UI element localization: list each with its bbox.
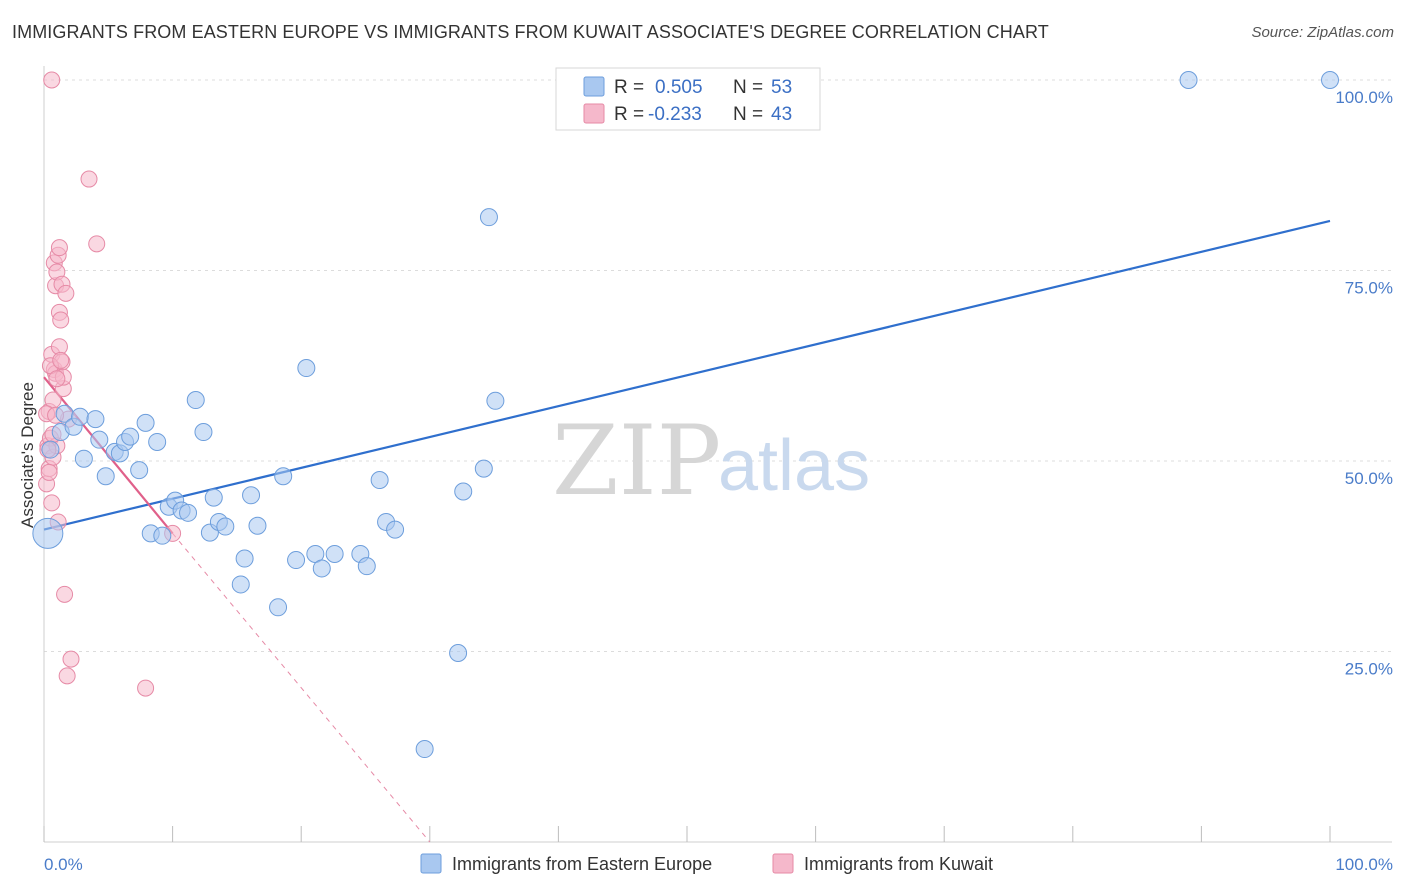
point-kuwait-31: [80, 170, 98, 188]
point-eastern-europe-35: [287, 551, 306, 570]
trend-lines: [43, 219, 1331, 843]
watermark-zip: ZIP: [552, 405, 721, 517]
legend-n-value-pink: 43: [771, 104, 792, 125]
point-kuwait-19: [50, 239, 68, 257]
bottom-legend: Immigrants from Eastern Europe Immigrant…: [420, 853, 993, 874]
chart-title: IMMIGRANTS FROM EASTERN EUROPE VS IMMIGR…: [12, 22, 1049, 42]
point-eastern-europe-47: [454, 482, 473, 501]
bottom-legend-label-pink: Immigrants from Kuwait: [804, 854, 993, 874]
point-eastern-europe-15: [136, 413, 155, 432]
legend-r-label-blue: R =: [614, 77, 644, 98]
legend-swatch-blue: [583, 76, 605, 97]
point-kuwait-20: [52, 311, 70, 329]
legend-n-label-blue: N =: [733, 77, 763, 98]
legend-r-label-pink: R =: [614, 104, 644, 125]
y-axis-label: Associate's Degree: [18, 382, 37, 528]
legend-n-value-blue: 53: [771, 77, 792, 98]
point-eastern-europe-9: [96, 467, 115, 486]
point-kuwait-33: [137, 679, 155, 697]
point-eastern-europe-44: [386, 520, 405, 539]
point-kuwait-29: [62, 650, 80, 668]
point-eastern-europe-6: [74, 449, 93, 468]
bottom-legend-label-blue: Immigrants from Eastern Europe: [452, 854, 712, 874]
point-eastern-europe-13: [121, 427, 140, 446]
point-kuwait-41: [52, 351, 70, 369]
point-eastern-europe-18: [153, 526, 172, 545]
point-eastern-europe-45: [415, 740, 434, 759]
point-eastern-europe-52: [1321, 71, 1339, 89]
data-points: [32, 71, 1339, 759]
legend-r-value-blue: 0.505: [655, 77, 703, 98]
x-tick-labels: 0.0% 100.0%: [44, 855, 1393, 874]
point-kuwait-27: [58, 667, 76, 685]
point-eastern-europe-7: [86, 410, 105, 429]
point-eastern-europe-49: [479, 208, 498, 227]
point-eastern-europe-30: [242, 486, 261, 505]
x-tick-label-min: 0.0%: [44, 855, 83, 874]
point-eastern-europe-1: [41, 440, 60, 459]
point-eastern-europe-38: [312, 559, 331, 578]
y-tick-label-0: 25.0%: [1345, 660, 1393, 679]
point-kuwait-37: [40, 463, 58, 481]
y-tick-label-2: 75.0%: [1345, 279, 1393, 298]
legend-swatch-pink: [583, 103, 605, 124]
point-eastern-europe-41: [357, 557, 376, 576]
y-tick-labels: 25.0% 50.0% 75.0% 100.0%: [1335, 88, 1393, 679]
point-kuwait-5: [43, 494, 61, 512]
point-eastern-europe-31: [248, 516, 267, 535]
point-kuwait-25: [56, 585, 74, 603]
point-eastern-europe-24: [194, 423, 213, 442]
trend-line-kuwait-extension: [172, 533, 431, 843]
point-eastern-europe-5: [71, 407, 90, 426]
point-eastern-europe-51: [1179, 71, 1198, 89]
legend-r-value-pink: -0.233: [648, 104, 702, 125]
point-eastern-europe-22: [179, 503, 198, 522]
chart-source: Source: ZipAtlas.com: [1251, 24, 1394, 41]
point-eastern-europe-33: [274, 467, 293, 486]
bottom-legend-swatch-blue: [420, 853, 442, 874]
point-eastern-europe-14: [130, 461, 149, 480]
legend: R = 0.505 N = 53 R = -0.233 N = 43: [555, 67, 821, 131]
point-eastern-europe-32: [231, 575, 250, 594]
point-eastern-europe-34: [269, 598, 288, 617]
point-eastern-europe-0: [32, 517, 64, 549]
point-eastern-europe-17: [148, 432, 167, 451]
point-eastern-europe-48: [474, 459, 493, 478]
point-eastern-europe-42: [370, 471, 389, 490]
point-eastern-europe-23: [186, 391, 205, 410]
y-tick-label-1: 50.0%: [1345, 469, 1393, 488]
point-kuwait-30: [43, 71, 61, 89]
trend-line-eastern-europe: [43, 219, 1331, 531]
point-eastern-europe-28: [216, 517, 235, 536]
point-eastern-europe-39: [325, 544, 344, 563]
point-kuwait-32: [88, 235, 106, 253]
watermark-atlas: atlas: [718, 426, 870, 506]
point-eastern-europe-36: [297, 359, 316, 378]
point-kuwait-26: [57, 284, 75, 302]
point-kuwait-40: [48, 370, 66, 388]
bottom-legend-swatch-pink: [772, 853, 794, 874]
point-eastern-europe-26: [204, 488, 223, 507]
point-eastern-europe-46: [449, 644, 468, 663]
watermark: ZIP atlas: [552, 405, 870, 517]
x-tick-label-max: 100.0%: [1335, 855, 1393, 874]
legend-n-label-pink: N =: [733, 104, 763, 125]
point-eastern-europe-50: [486, 391, 505, 410]
point-eastern-europe-29: [235, 549, 254, 568]
point-eastern-europe-8: [90, 430, 109, 449]
y-tick-label-3: 100.0%: [1335, 88, 1393, 107]
